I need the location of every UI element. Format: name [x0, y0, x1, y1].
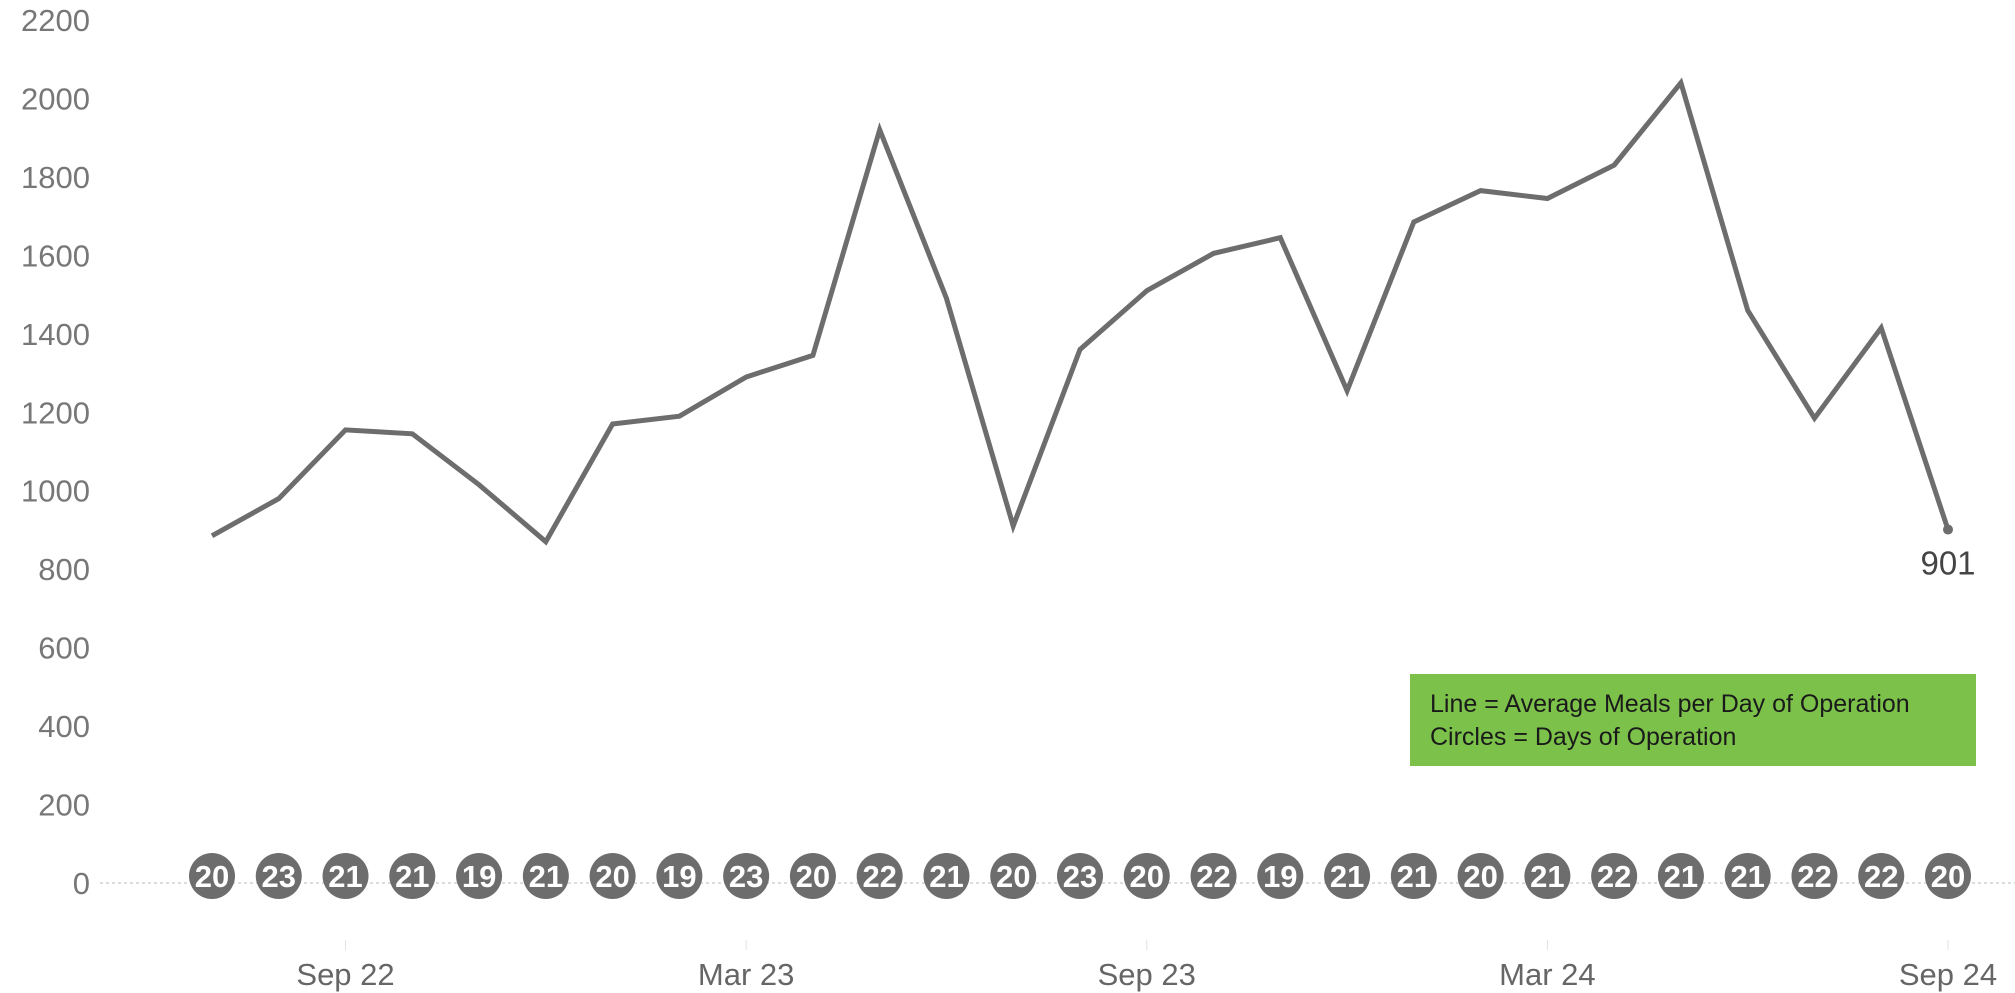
days-circle-label: 23: [1063, 859, 1097, 894]
y-tick-label: 2200: [21, 3, 90, 38]
days-circle: [1123, 853, 1170, 899]
legend-box: Line = Average Meals per Day of Operatio…: [1410, 674, 1976, 766]
days-circle-label: 21: [1330, 859, 1364, 894]
x-tick-label: Sep 23: [1098, 957, 1196, 992]
days-circle-label: 19: [1263, 859, 1297, 894]
days-circle-label: 23: [262, 859, 296, 894]
days-circle-label: 20: [1130, 859, 1164, 894]
x-tick-label: Sep 24: [1899, 957, 1997, 992]
days-circle: [723, 853, 770, 899]
days-circle-label: 22: [1864, 859, 1898, 894]
days-circle-label: 21: [395, 859, 429, 894]
days-circle-label: 21: [1664, 859, 1698, 894]
days-circle-label: 21: [1730, 859, 1764, 894]
y-tick-label: 1400: [21, 317, 90, 352]
days-circle-label: 22: [1797, 859, 1831, 894]
y-tick-label: 2000: [21, 81, 90, 116]
days-circle: [1925, 853, 1971, 899]
y-tick-label: 400: [38, 709, 90, 744]
days-circle: [456, 853, 503, 899]
line-end-point: [1943, 524, 1953, 535]
days-circle: [1524, 853, 1571, 899]
days-circle-label: 21: [1397, 859, 1431, 894]
days-circle: [255, 853, 302, 899]
days-circle-label: 20: [195, 859, 229, 894]
days-circle: [656, 853, 703, 899]
days-circle: [589, 853, 636, 899]
x-tick-label: Mar 24: [1499, 957, 1595, 992]
y-tick-label: 0: [73, 866, 90, 901]
days-circle-label: 23: [729, 859, 763, 894]
days-circle: [189, 853, 235, 899]
days-circle: [1257, 853, 1304, 899]
y-tick-label: 1600: [21, 238, 90, 273]
days-circle: [522, 853, 569, 899]
days-circle: [1858, 853, 1905, 899]
y-tick-label: 1200: [21, 395, 90, 430]
y-tick-label: 600: [38, 631, 90, 666]
days-circle-label: 21: [328, 859, 362, 894]
days-circle: [990, 853, 1037, 899]
end-value-label: 901: [1920, 545, 1975, 582]
x-tick-label: Sep 22: [296, 957, 394, 992]
days-circle-label: 19: [662, 859, 696, 894]
days-circle: [1390, 853, 1437, 899]
days-circle: [1057, 853, 1103, 899]
days-circle-label: 21: [929, 859, 963, 894]
x-tick-label: Mar 23: [698, 957, 794, 992]
days-circle-label: 22: [862, 859, 896, 894]
days-circle: [923, 853, 970, 899]
days-circle: [1457, 853, 1504, 899]
days-circle: [322, 853, 369, 899]
days-circle-label: 21: [529, 859, 563, 894]
days-circle: [789, 853, 836, 899]
days-circle-label: 20: [1463, 859, 1497, 894]
legend-circle-text: Circles = Days of Operation: [1430, 723, 1737, 751]
days-circle: [856, 853, 903, 899]
days-circle: [389, 853, 436, 899]
days-circle: [1657, 853, 1704, 899]
days-circle-label: 20: [1931, 859, 1965, 894]
days-circle: [1591, 853, 1638, 899]
days-circle-label: 20: [796, 859, 830, 894]
days-circle-label: 22: [1597, 859, 1631, 894]
days-circle: [1190, 853, 1237, 899]
days-circle: [1791, 853, 1838, 899]
days-circle: [1324, 853, 1371, 899]
legend-line-text: Line = Average Meals per Day of Operatio…: [1430, 690, 1910, 718]
meals-line: [210, 77, 1951, 546]
y-tick-label: 200: [38, 788, 90, 823]
days-circle-label: 20: [996, 859, 1030, 894]
days-circle-label: 19: [462, 859, 496, 894]
y-tick-label: 800: [38, 552, 90, 587]
y-tick-label: 1000: [21, 474, 90, 509]
days-circle-label: 20: [595, 859, 629, 894]
days-circle: [1724, 853, 1771, 899]
days-circle-label: 22: [1196, 859, 1230, 894]
y-tick-label: 1800: [21, 160, 90, 195]
days-circle-label: 21: [1530, 859, 1564, 894]
